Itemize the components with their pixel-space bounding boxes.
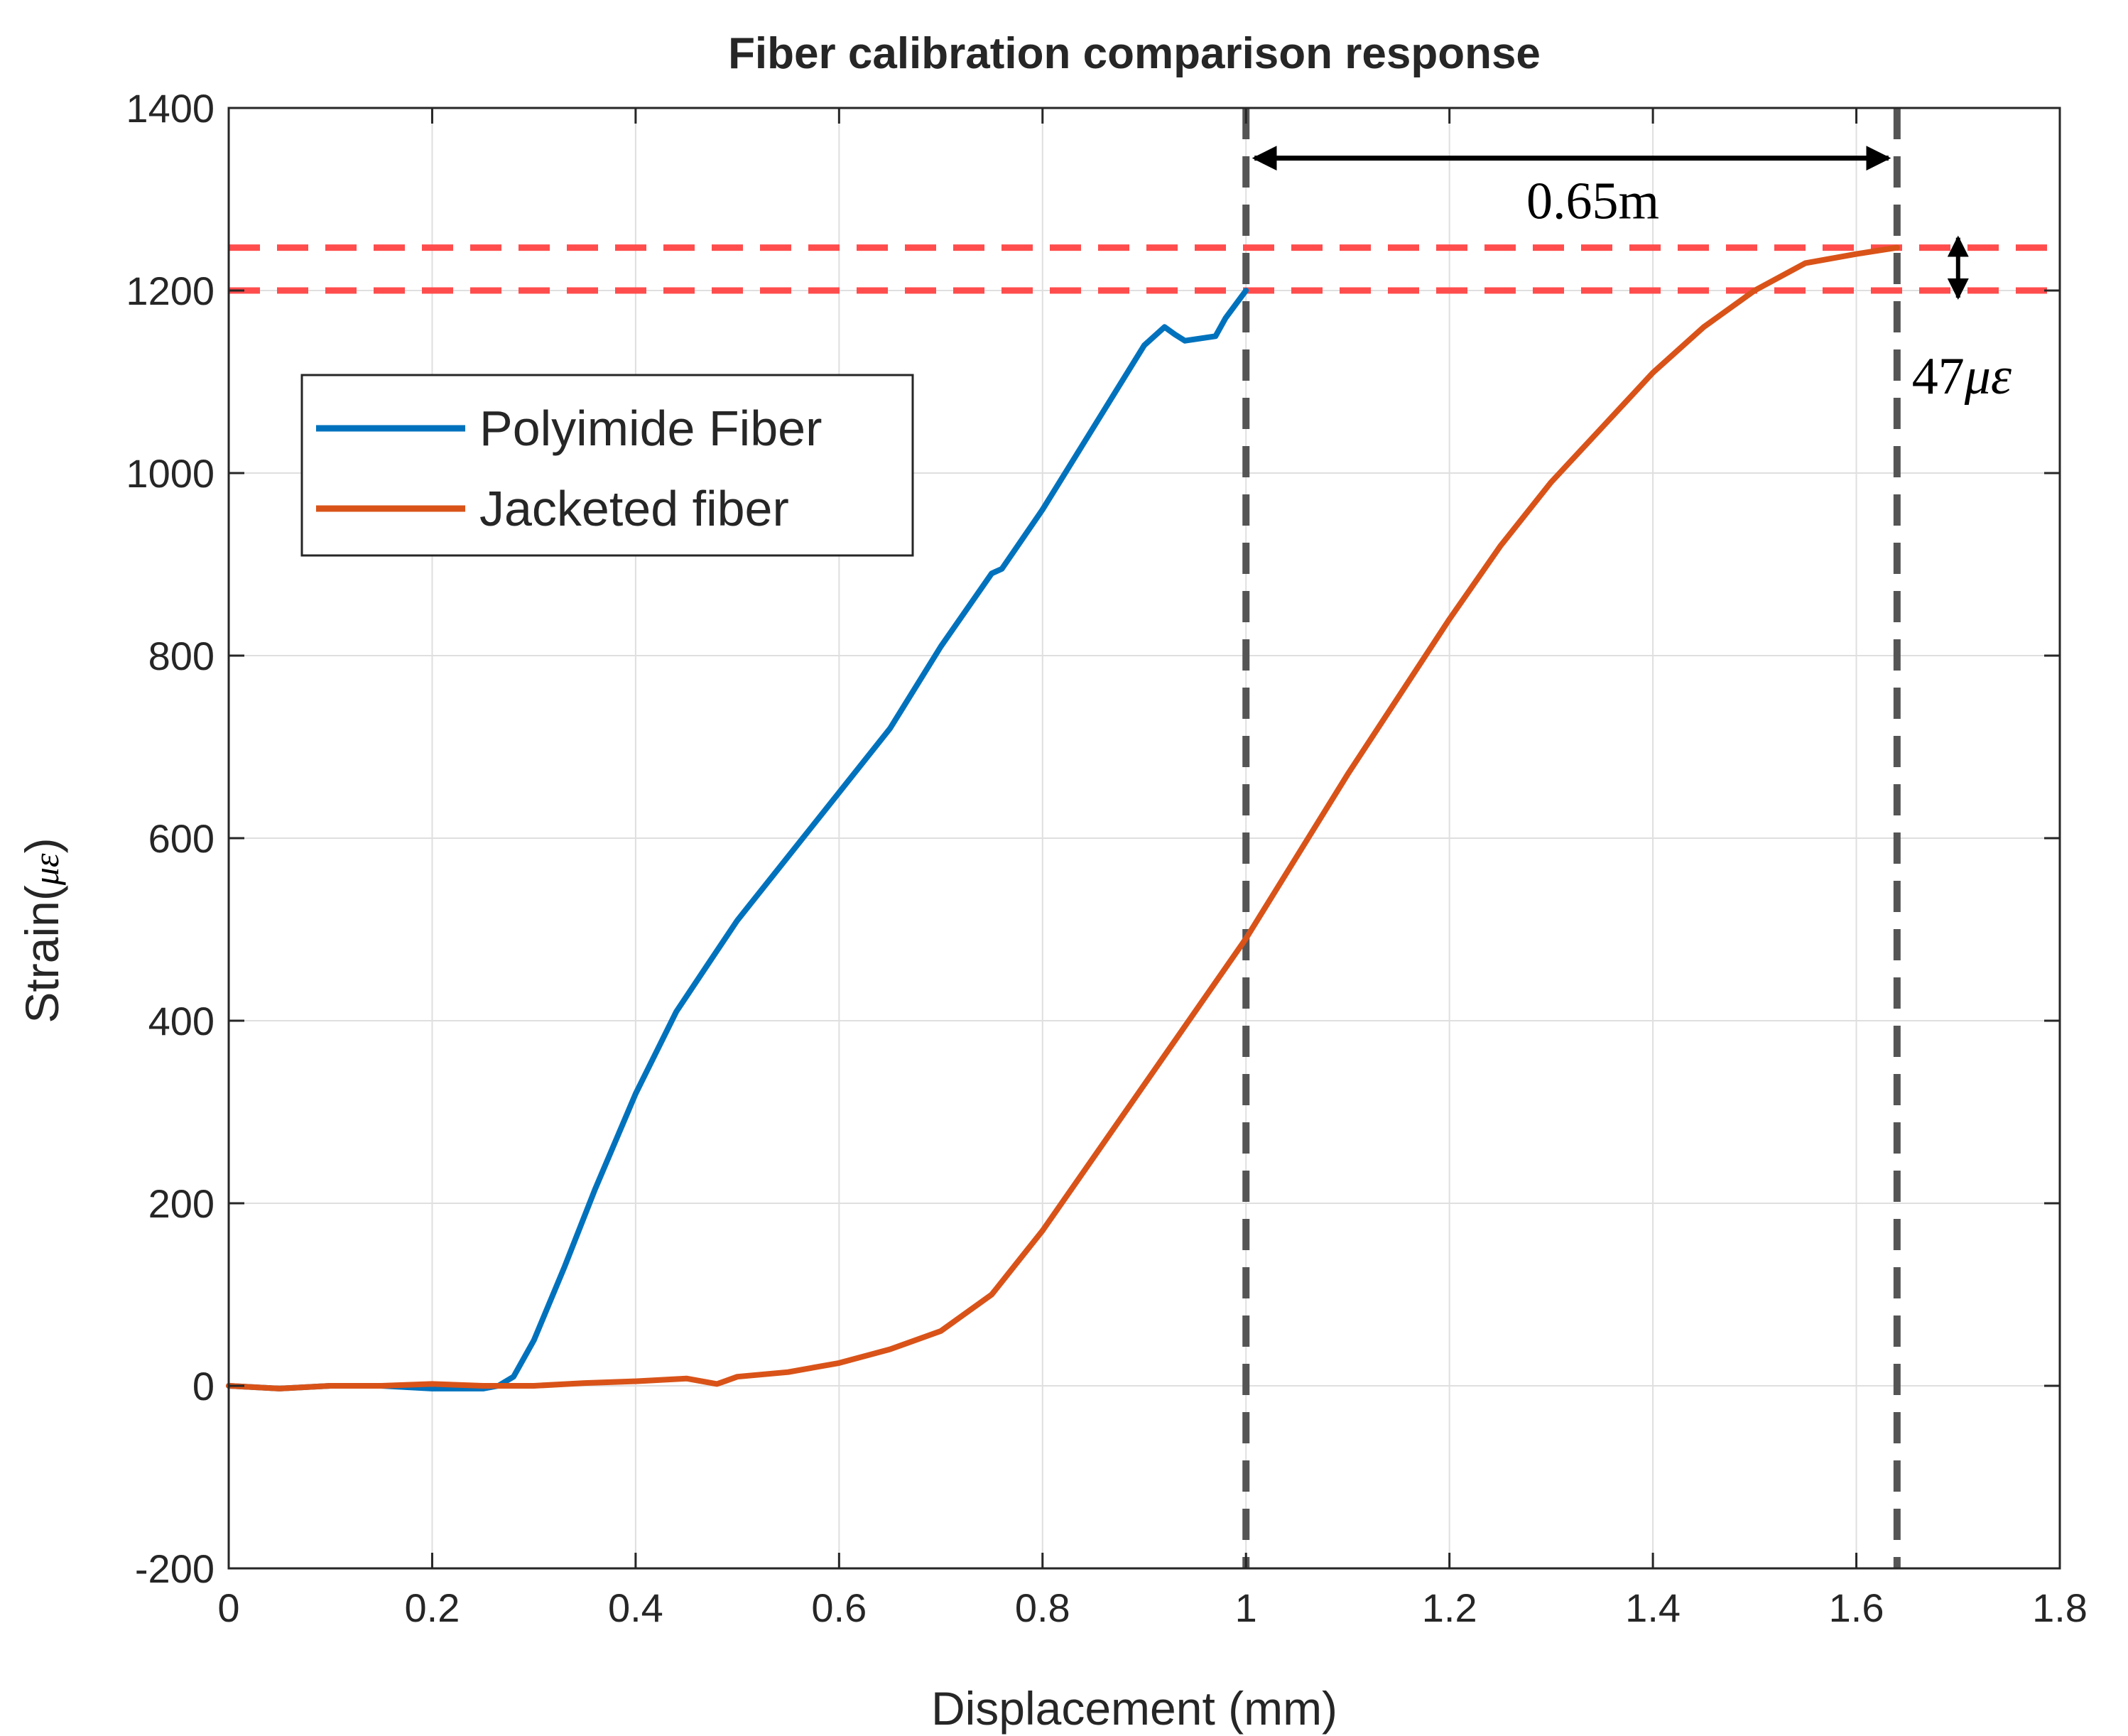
vertical-span-label-value: 47 [1912, 347, 1965, 406]
y-tick-label: 1400 [126, 86, 215, 131]
x-tick-label: 1.4 [1625, 1585, 1681, 1630]
x-tick-label: 1.6 [1829, 1585, 1884, 1630]
horizontal-span-label: 0.65m [1526, 173, 1659, 231]
x-tick-label: 0 [217, 1585, 239, 1630]
legend-label-jacketed: Jacketed fiber [479, 481, 789, 536]
y-axis-label-prefix: Strain( [16, 885, 68, 1023]
series-line-polyimide [226, 288, 1249, 1391]
y-tick-label: 400 [148, 999, 215, 1043]
y-tick-label: 1200 [126, 268, 215, 313]
reference-markers [229, 108, 2060, 1568]
axes: 0 0.2 0.4 0.6 0.8 1 1.2 1.4 1.6 1.8-2000200400600… [126, 86, 2088, 1630]
chart-title: Fiber calibration comparison response [728, 29, 1541, 78]
y-tick-label: -200 [135, 1546, 215, 1591]
y-tick-label: 1000 [126, 451, 215, 496]
x-tick-label: 0.8 [1015, 1585, 1070, 1630]
plot-series [226, 244, 1900, 1391]
x-tick-label: 0.6 [811, 1585, 867, 1630]
x-axis-label: Displacement (mm) [931, 1682, 1337, 1735]
x-tick-label: 0.2 [405, 1585, 460, 1630]
y-axis-label-math: με [26, 853, 66, 886]
y-tick-label: 800 [148, 634, 215, 678]
x-tick-label: 1.8 [2032, 1585, 2088, 1630]
grid [229, 108, 2060, 1568]
y-tick-label: 600 [148, 816, 215, 861]
legend-label-polyimide: Polyimide Fiber [479, 401, 822, 456]
y-tick-label: 200 [148, 1181, 215, 1226]
x-tick-label: 0.4 [608, 1585, 663, 1630]
legend: Polyimide Fiber Jacketed fiber [300, 374, 914, 557]
y-axis-label-suffix: ) [16, 837, 68, 853]
y-tick-label: 0 [192, 1364, 215, 1409]
y-axis-label: Strain(με) [16, 837, 68, 1023]
x-tick-label: 1 [1235, 1585, 1257, 1630]
annotations [1252, 146, 1969, 300]
x-tick-label: 1.2 [1422, 1585, 1477, 1630]
vertical-span-label: 47με [1912, 347, 2012, 406]
legend-box [300, 374, 914, 557]
vertical-span-label-unit: με [1964, 347, 2012, 406]
series-line-jacketed [226, 244, 1900, 1391]
